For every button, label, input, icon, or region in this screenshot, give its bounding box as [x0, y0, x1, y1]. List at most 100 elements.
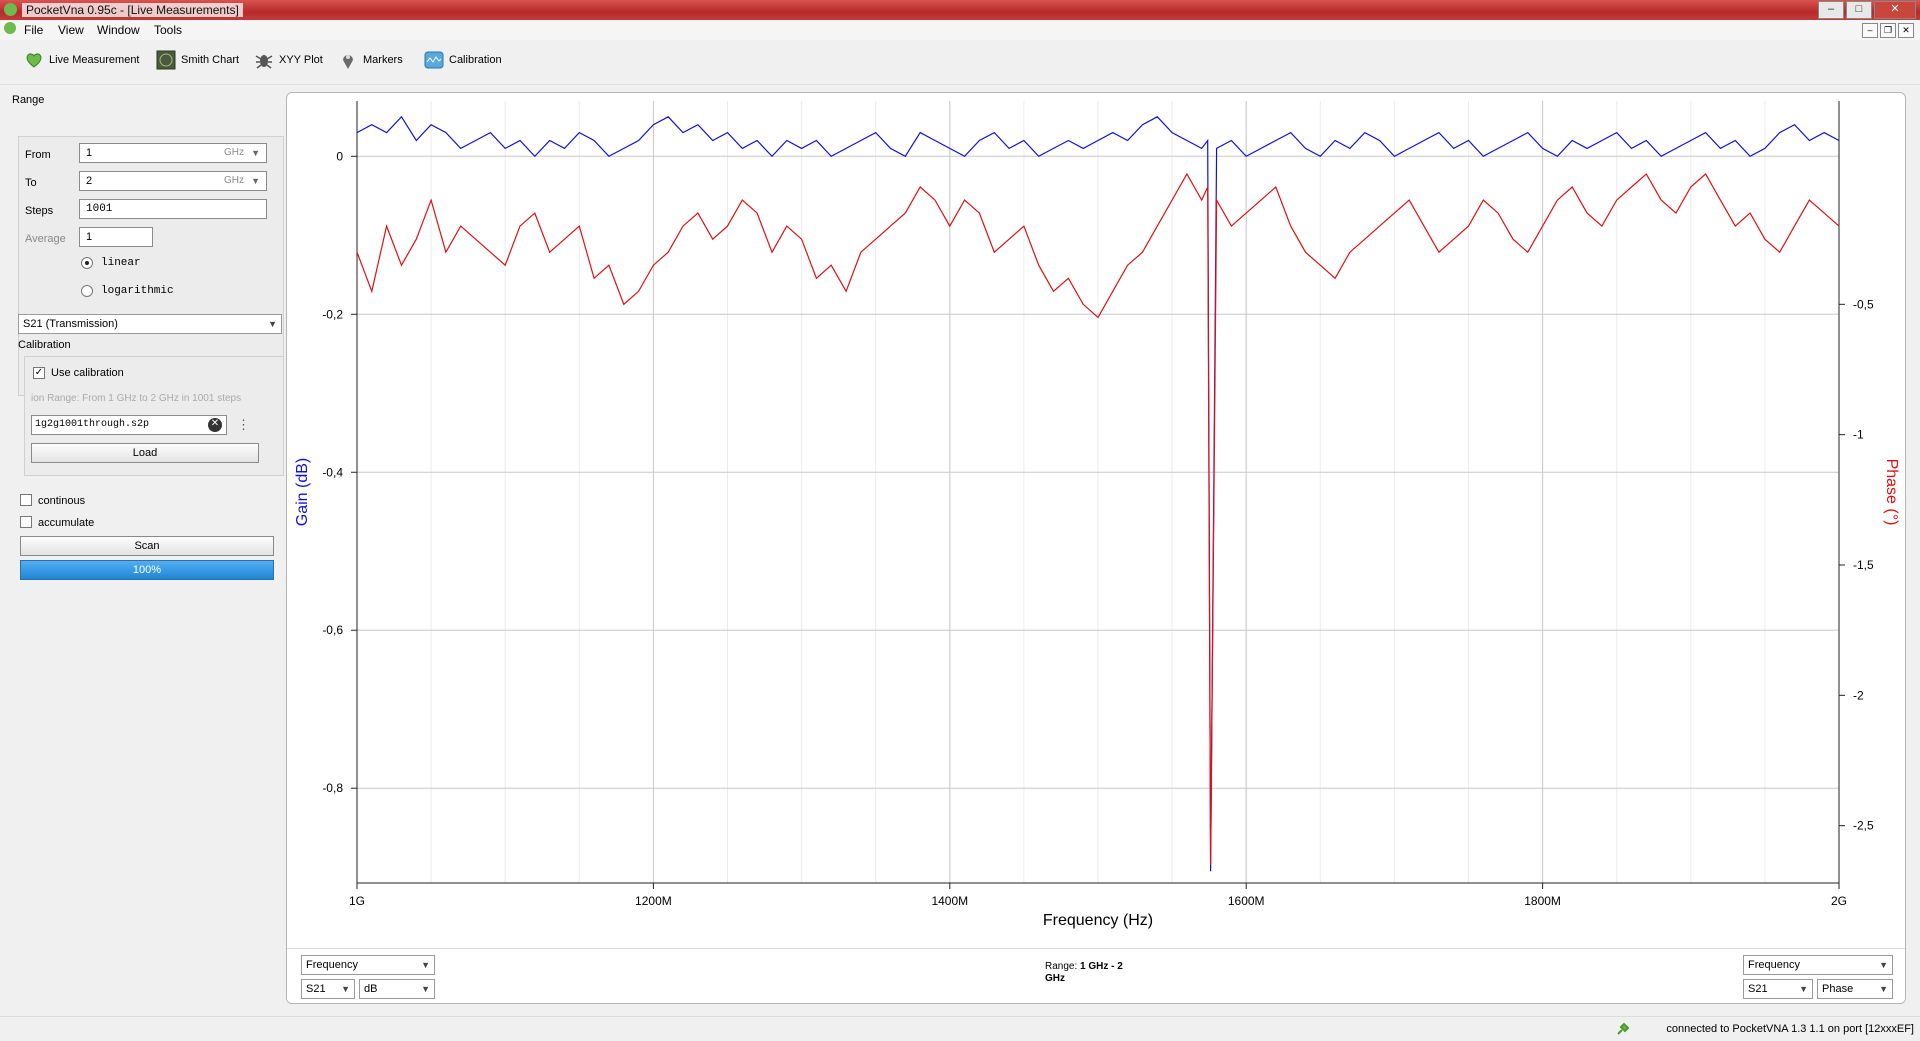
chevron-down-icon: ▼ [421, 960, 430, 970]
mdi-close-button[interactable]: ✕ [1898, 23, 1914, 38]
menu-bar: File View Window Tools [0, 20, 1920, 40]
y-right-tick-label: -1,5 [1853, 558, 1874, 572]
linear-label: linear [101, 257, 141, 269]
status-bar: connected to PocketVNA 1.3 1.1 on port [… [0, 1016, 1920, 1041]
calibration-file: 1g2g1001through.s2p [35, 419, 150, 430]
right-axis-select[interactable]: Frequency ▼ [1743, 955, 1893, 975]
left-axis-selected: Frequency [306, 959, 358, 971]
logarithmic-radio[interactable] [81, 285, 93, 297]
load-button[interactable]: Load [31, 443, 259, 463]
accumulate-checkbox[interactable] [20, 516, 32, 528]
markers-label: Markers [363, 54, 403, 66]
x-axis-label: Frequency (Hz) [1043, 912, 1153, 929]
live-measurement-label: Live Measurement [49, 54, 140, 66]
to-field[interactable]: 2 GHz ▼ [79, 171, 267, 191]
to-value: 2 [86, 175, 93, 187]
menu-view[interactable]: View [58, 23, 84, 37]
calibration-label: Calibration [449, 54, 502, 66]
chevron-down-icon: ▼ [1799, 984, 1808, 994]
y-right-tick-label: -1 [1853, 428, 1864, 442]
from-field[interactable]: 1 GHz ▼ [79, 143, 267, 163]
maximize-button[interactable]: □ [1846, 1, 1872, 19]
app-icon [4, 3, 17, 16]
y-left-tick-label: -0,4 [322, 465, 343, 479]
live-measurement-button[interactable]: Live Measurement [24, 50, 140, 70]
app-menu-icon[interactable] [4, 22, 16, 34]
left-axis-select[interactable]: Frequency ▼ [301, 955, 435, 975]
chevron-down-icon: ▼ [1879, 984, 1888, 994]
calibration-info: ion Range: From 1 GHz to 2 GHz in 1001 s… [31, 393, 242, 404]
mdi-minimize-button[interactable]: – [1862, 23, 1878, 38]
chevron-down-icon: ▼ [421, 984, 430, 994]
calibration-group: ✓ Use calibration ion Range: From 1 GHz … [24, 356, 284, 476]
menu-tools[interactable]: Tools [154, 23, 183, 37]
toolbar: Live Measurement Smith Chart XYY Plot Ma… [0, 40, 1920, 85]
scan-button[interactable]: Scan [20, 536, 274, 556]
mdi-restore-button[interactable]: ❐ [1880, 23, 1896, 38]
left-param-selected: S21 [306, 983, 326, 995]
to-label: To [25, 177, 37, 189]
y-left-tick-label: -0,6 [322, 623, 343, 637]
heart-leaf-icon [26, 53, 42, 68]
settings-panel: Range From 1 GHz ▼ To 2 GHz ▼ Steps 1001… [10, 90, 284, 1010]
chevron-down-icon: ▼ [341, 984, 350, 994]
linear-radio[interactable] [81, 257, 93, 269]
left-unit-select[interactable]: dB ▼ [359, 979, 435, 999]
steps-field[interactable]: 1001 [79, 199, 267, 219]
chevron-down-icon: ▼ [268, 319, 277, 329]
steps-label: Steps [25, 205, 54, 217]
continous-checkbox[interactable] [20, 494, 32, 506]
x-tick-label: 1200M [635, 894, 672, 908]
smith-chart-button[interactable]: Smith Chart [156, 50, 239, 70]
left-unit-selected: dB [364, 983, 378, 995]
range-info-label: Range: [1045, 961, 1078, 972]
phase-series-line [356, 172, 1840, 865]
chart-bottom-bar: Frequency ▼ S21 ▼ dB ▼ Range: 1 GHz - 2 … [287, 948, 1905, 1003]
chart-panel: 1G 1200M 1400M 1600M 1800M 2G 0 -0,2 -0,4 -0,6 -0,… [286, 92, 1906, 1004]
menu-file[interactable]: File [24, 23, 44, 37]
right-axis-selected: Frequency [1748, 959, 1800, 971]
calibration-file-field[interactable]: 1g2g1001through.s2p ✕ [31, 415, 227, 435]
right-unit-selected: Phase [1822, 983, 1854, 995]
mdi-controls: – ❐ ✕ [1862, 23, 1914, 38]
right-unit-select[interactable]: Phase ▼ [1817, 979, 1893, 999]
smith-chart-icon [156, 50, 176, 70]
to-unit: GHz [224, 175, 244, 186]
from-label: From [25, 149, 51, 161]
gain-series-line [356, 115, 1840, 872]
close-button[interactable]: ✕ [1874, 1, 1916, 19]
chevron-down-icon: ▼ [251, 176, 260, 186]
window-controls: – □ ✕ [1818, 1, 1916, 19]
accumulate-label: accumulate [38, 517, 95, 529]
markers-button[interactable]: Markers [338, 50, 403, 70]
use-calibration-label: Use calibration [51, 367, 124, 379]
y-left-tick-label: -0,8 [322, 781, 343, 795]
y-left-tick-label: 0 [336, 149, 343, 163]
x-tick-label: 1400M [931, 894, 968, 908]
range-section-label: Range [12, 94, 45, 106]
y-left-tick-label: -0,2 [322, 307, 343, 321]
x-tick-label: 2G [1831, 894, 1847, 908]
from-value: 1 [86, 147, 93, 159]
right-param-selected: S21 [1748, 983, 1768, 995]
calibration-button[interactable]: Calibration [424, 50, 502, 70]
use-calibration-checkbox[interactable]: ✓ [33, 367, 45, 379]
menu-window[interactable]: Window [97, 23, 140, 37]
range-info-value: 1 GHz - 2 [1080, 961, 1123, 972]
average-field[interactable]: 1 [79, 227, 153, 247]
right-param-select[interactable]: S21 ▼ [1743, 979, 1813, 999]
chevron-down-icon: ▼ [251, 148, 260, 158]
from-unit: GHz [224, 147, 244, 158]
average-label: Average [25, 233, 66, 245]
left-param-select[interactable]: S21 ▼ [301, 979, 355, 999]
smith-chart-label: Smith Chart [181, 54, 240, 66]
parameter-select[interactable]: S21 (Transmission) ▼ [18, 314, 282, 334]
y-right-axis-label: Phase (°) [1883, 459, 1900, 526]
more-options-icon[interactable]: ⋮ [237, 417, 250, 432]
y-right-tick-label: -2,5 [1853, 819, 1874, 833]
clear-icon[interactable]: ✕ [208, 418, 222, 432]
x-tick-label: 1600M [1228, 894, 1265, 908]
connection-status: connected to PocketVNA 1.3 1.1 on port [… [1666, 1023, 1914, 1035]
minimize-button[interactable]: – [1818, 1, 1844, 19]
xyy-plot-button[interactable]: XYY Plot [254, 50, 323, 70]
